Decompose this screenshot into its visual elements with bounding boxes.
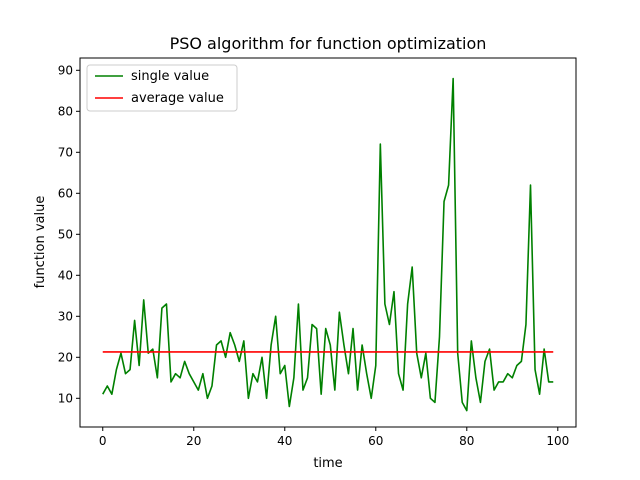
x-tick-label: 100 (546, 434, 569, 448)
x-axis-label: time (313, 456, 342, 471)
y-tick-label: 50 (58, 227, 73, 241)
legend-box (86, 64, 238, 112)
series-line-0 (102, 77, 554, 412)
y-axis-label: function value (33, 196, 48, 289)
y-tick-label: 20 (58, 350, 73, 364)
y-tick-label: 90 (58, 63, 73, 77)
x-tick-label: 60 (368, 434, 383, 448)
chart-title: PSO algorithm for function optimization (170, 34, 487, 53)
plot-area: 0 20 40 60 80 100 10 20 30 40 50 60 70 80 90 (58, 57, 577, 448)
x-tick-label: 80 (459, 434, 474, 448)
legend-label-1: average value (131, 91, 224, 106)
y-tick-label: 30 (58, 309, 73, 323)
x-tick-label: 40 (277, 434, 292, 448)
y-tick-label: 60 (58, 186, 73, 200)
legend: single value average value (86, 64, 238, 112)
y-tick-label: 70 (58, 145, 73, 159)
legend-label-0: single value (131, 69, 209, 84)
x-tick-label: 20 (186, 434, 201, 448)
y-tick-label: 40 (58, 268, 73, 282)
y-tick-label: 10 (58, 391, 73, 405)
axes-frame (79, 57, 577, 428)
x-tick-label: 0 (99, 434, 107, 448)
y-tick-label: 80 (58, 104, 73, 118)
